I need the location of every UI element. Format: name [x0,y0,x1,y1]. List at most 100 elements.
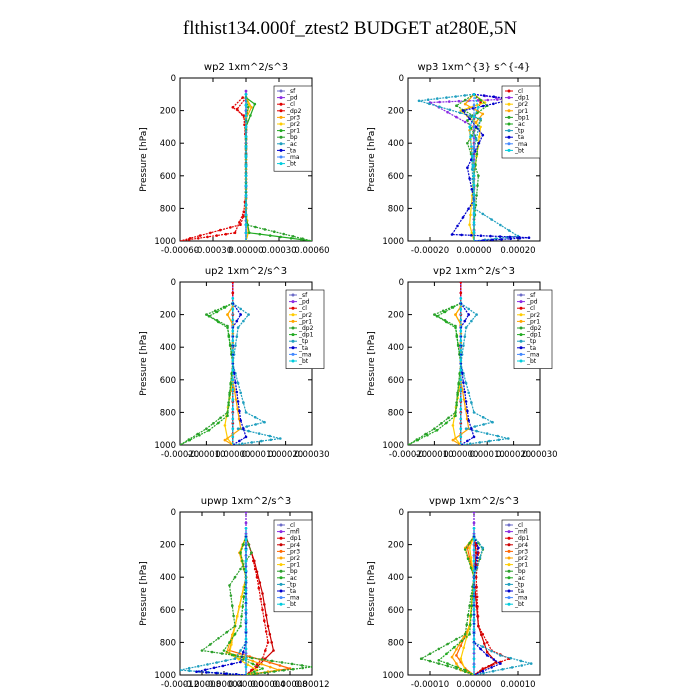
y-tick-label: 800 [160,408,176,418]
series-marker [472,559,476,563]
series-marker [244,535,248,538]
series-marker [273,230,276,233]
series-marker [239,649,242,652]
series-marker [263,671,267,674]
series-marker [487,665,491,668]
legend-label: _dp1 [298,332,314,339]
legend-label: _dp1 [514,535,530,542]
series-marker [463,633,467,636]
series-marker [247,313,250,316]
legend-label: _cl [526,305,535,312]
series-marker [244,598,248,602]
series-marker [459,368,463,372]
series-marker [231,297,235,300]
series-marker [460,371,464,375]
legend-marker [507,596,511,600]
y-tick-label: 0 [399,74,404,84]
series-marker [463,120,467,124]
series-marker [300,664,304,667]
legend-label: _pd [286,95,298,102]
series-marker [478,135,481,138]
series-marker [470,401,473,404]
y-tick-label: 0 [399,278,404,288]
series-marker [476,184,479,187]
series-marker [501,668,504,671]
series-marker [472,535,476,538]
legend-marker [279,563,283,567]
series-marker [472,588,476,592]
series-marker [195,670,198,673]
legend-label: _cl [514,522,523,529]
series-marker [475,313,478,316]
series-marker [224,659,228,662]
series-marker [497,438,501,442]
legend-label: _dp2 [298,325,314,332]
series-marker [468,223,471,226]
series-marker [489,234,492,238]
series-marker [233,575,237,579]
series-marker [472,145,476,148]
panel-title: vp2 1xm^2/s^3 [433,266,515,277]
legend-marker [291,319,295,323]
panel-title: upwp 1xm^2/s^3 [201,496,291,507]
series-marker [466,613,470,617]
series-marker [231,344,235,347]
series-marker [215,661,218,664]
series-marker [244,89,248,93]
legend-label: _pr2 [514,101,528,108]
series-group [417,93,531,241]
series-marker [472,548,476,552]
y-tick-label: 200 [388,541,404,551]
series-line-pr4 [245,536,275,675]
series-marker [459,307,463,311]
series-marker [215,234,218,237]
series-marker [244,137,248,141]
series-marker [244,631,248,634]
series-marker [481,239,485,241]
series-marker [260,439,263,443]
series-marker [469,623,472,626]
series-marker [242,401,245,404]
series-marker [244,184,248,187]
series-marker [198,234,202,237]
legend-marker [291,300,295,304]
series-marker [469,556,473,559]
y-tick-label: 0 [171,278,176,288]
series-marker [240,595,243,599]
series-marker [455,665,458,669]
series-marker [244,512,248,514]
legend-marker [291,346,295,350]
series-marker [472,665,476,669]
series-marker [254,423,257,426]
legend-marker [507,89,511,93]
series-marker [266,641,270,644]
x-tick-label: 0.00008 [272,680,307,690]
legend-label: _cl [286,522,295,529]
series-marker [466,439,469,443]
series-marker [459,427,463,431]
legend-label: _cl [514,88,523,95]
legend-label: _cl [298,305,307,312]
series-marker [469,613,473,617]
series-marker [472,135,476,138]
series-marker [455,648,458,651]
series-marker [492,658,496,661]
legend-label: _bt [526,358,537,365]
y-tick-label: 200 [388,311,404,321]
legend-marker [279,582,283,586]
x-tick-label: 0.00000 [215,450,250,460]
series-marker [234,398,238,401]
series-marker [270,641,274,644]
legend-label: _ma [286,595,300,602]
legend-label: _pr1 [298,318,312,325]
legend-label: _pr1 [286,128,300,135]
series-marker [455,662,458,665]
series-marker [509,656,512,660]
series-marker [417,99,421,103]
series-marker [242,319,245,323]
series-marker [205,313,208,316]
series-marker [231,323,235,326]
x-tick-label: 0.00000 [443,450,478,460]
series-marker [457,383,461,386]
y-tick-label: 200 [160,541,176,551]
